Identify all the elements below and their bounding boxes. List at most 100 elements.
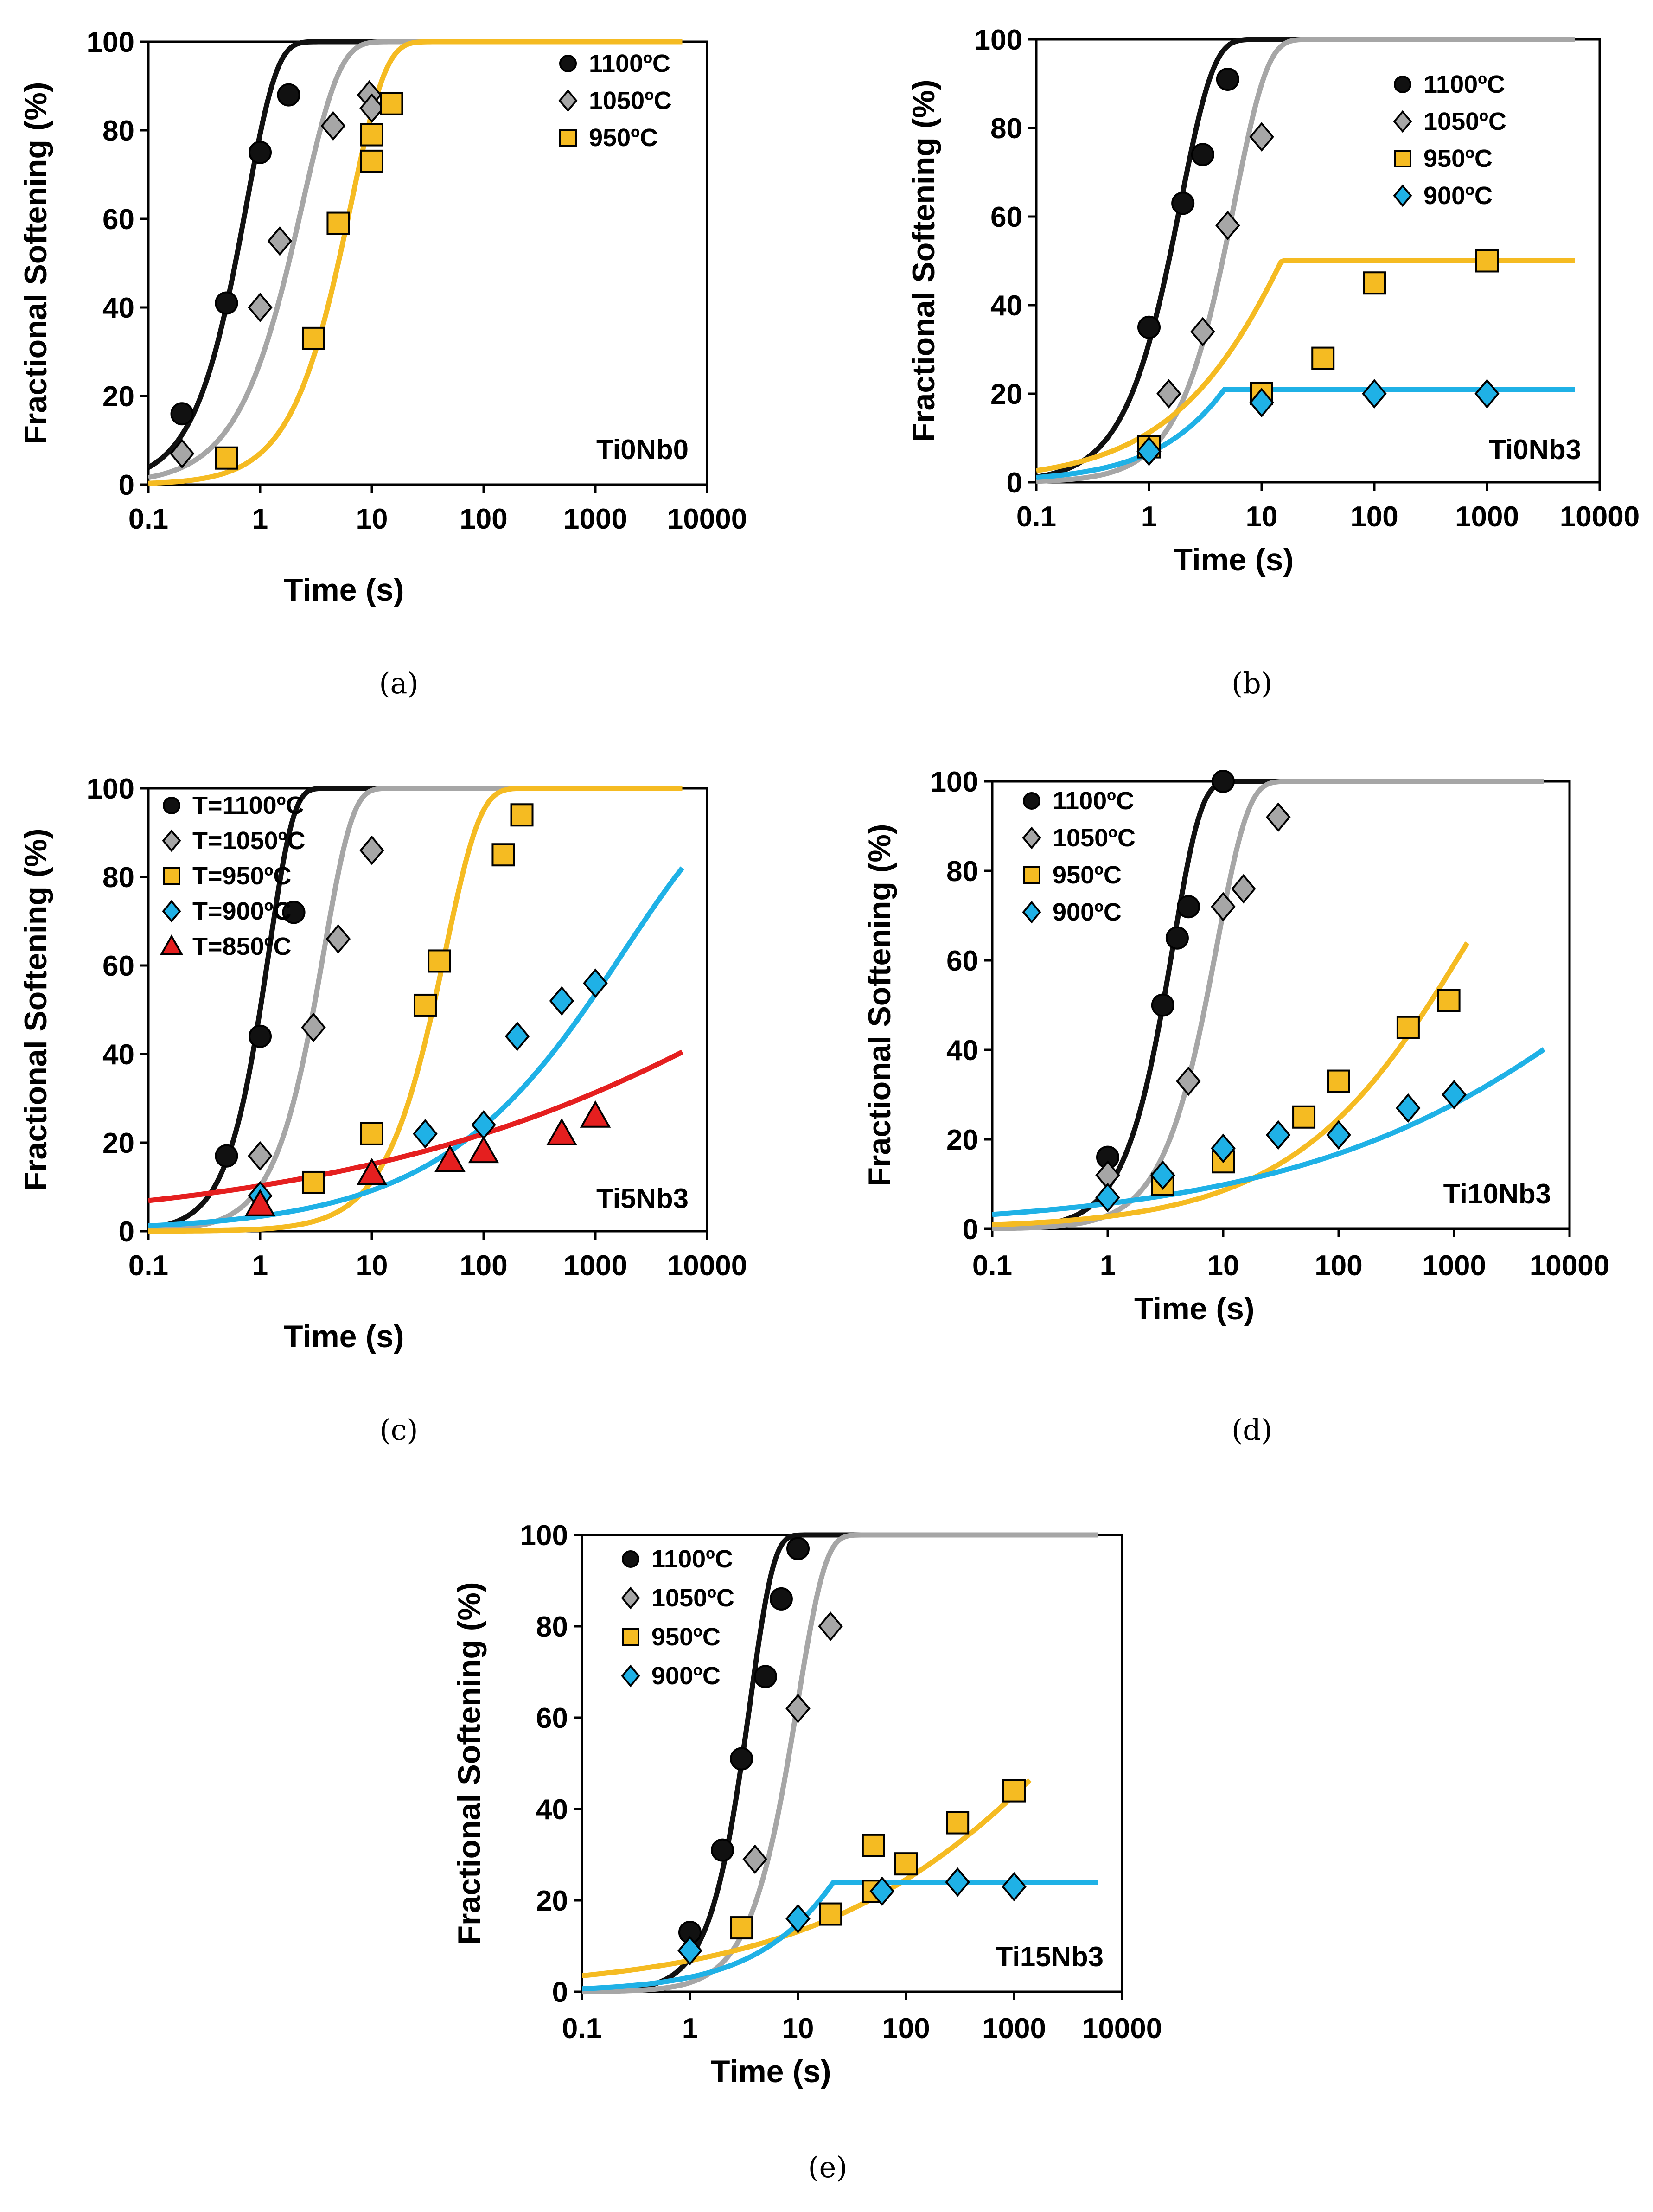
x-tick-label: 100 [1315,1250,1362,1282]
data-point [785,1694,811,1724]
data-point [1327,1069,1350,1093]
chart-panel-b: 0 20 40 60 80 100 0.1 1 10 100 1000 10000 Time (s) Fr… [906,24,1640,700]
data-point [1266,1120,1291,1150]
x-axis-label: Time (s) [284,572,404,607]
data-point [491,843,515,867]
legend-marker [1394,76,1411,93]
data-point [1095,1183,1120,1213]
legend-marker [621,1664,640,1688]
data-point [301,1012,326,1042]
y-tick-label: 20 [102,381,134,413]
legend-marker [162,900,181,923]
data-point [320,111,346,141]
x-axis-label: Time (s) [1174,542,1294,577]
sample-label: Ti0Nb0 [596,434,689,465]
data-point [785,1904,811,1934]
data-point [1156,379,1181,409]
data-point [248,1141,273,1171]
y-tick-label: 0 [552,1976,568,2008]
panel-caption: (e) [808,2150,847,2184]
data-point [267,226,293,256]
legend-entry: 1050ºC [1053,824,1136,852]
y-tick-label: 40 [990,290,1022,322]
data-point [434,1144,466,1172]
panel-caption: (b) [1232,666,1272,700]
sample-label: Ti5Nb3 [596,1183,689,1214]
legend-entry: T=1100ºC [192,792,304,819]
data-point [818,1611,843,1641]
legend-marker [559,55,577,72]
x-tick-label: 1 [1100,1250,1116,1282]
legend-entry: 950ºC [651,1623,721,1651]
y-tick-label: 80 [990,113,1022,145]
x-axis-label: Time (s) [284,1319,404,1354]
data-point [215,291,238,315]
legend-marker [622,1628,639,1646]
series-line [992,779,1544,1231]
legend-marker [162,829,181,852]
x-tick-label: 10000 [667,1250,747,1282]
legend-entry: 950ºC [1423,145,1493,173]
data-point [546,1118,577,1145]
legend-marker [160,934,184,955]
data-point [1191,143,1214,166]
data-point [1215,211,1240,240]
x-tick-label: 10 [1207,1250,1239,1282]
data-point [169,439,195,469]
data-point [1137,315,1161,339]
y-tick-label: 80 [536,1611,568,1643]
data-point [360,1122,383,1145]
sample-label: Ti15Nb3 [996,1941,1104,1972]
panel-caption: (c) [379,1413,418,1447]
data-point [1150,1160,1175,1190]
x-tick-label: 10 [356,503,388,535]
data-point [1266,802,1291,832]
data-point [549,986,574,1016]
y-tick-label: 80 [946,856,978,888]
data-point [468,1136,499,1164]
data-point [301,326,325,350]
x-tick-label: 1000 [1422,1250,1486,1282]
data-point [1176,1066,1201,1096]
data-point [413,1119,438,1149]
data-point [325,924,351,954]
x-tick-label: 1000 [563,1250,627,1282]
chart-panel-d: 0 20 40 60 80 100 0.1 1 10 100 1000 10000 Time (s) Fr… [862,766,1609,1447]
data-point [742,1844,768,1874]
data-point [301,1170,325,1194]
data-point [1165,926,1189,950]
legend-marker [622,1550,639,1568]
data-point [249,141,272,164]
y-tick-label: 60 [536,1702,568,1734]
data-point [248,293,273,322]
data-point [428,949,451,973]
legend-marker [1393,110,1412,133]
data-point [1474,379,1500,409]
data-point [1002,1872,1027,1902]
y-tick-label: 40 [946,1035,978,1067]
data-point [1326,1120,1351,1150]
x-tick-label: 100 [460,503,507,535]
y-tick-label: 20 [946,1124,978,1156]
data-point [1475,249,1499,273]
y-tick-label: 100 [87,773,134,805]
data-point [1363,271,1386,295]
data-point [360,149,383,173]
y-tick-label: 20 [102,1127,134,1159]
legend-entry: 1050ºC [651,1584,734,1612]
x-axis-label: Time (s) [711,2054,831,2089]
y-tick-label: 60 [102,950,134,982]
series-line [1036,37,1575,484]
y-tick-label: 20 [536,1885,568,1917]
x-axis-label: Time (s) [1134,1291,1254,1326]
y-tick-label: 40 [536,1794,568,1826]
data-point [946,1811,970,1835]
y-tick-label: 40 [102,1039,134,1071]
x-tick-label: 10 [1246,501,1278,533]
legend-marker [1023,866,1040,884]
data-point [819,1902,842,1926]
y-tick-label: 0 [119,469,134,501]
data-point [769,1587,793,1611]
x-tick-label: 100 [882,2013,930,2045]
